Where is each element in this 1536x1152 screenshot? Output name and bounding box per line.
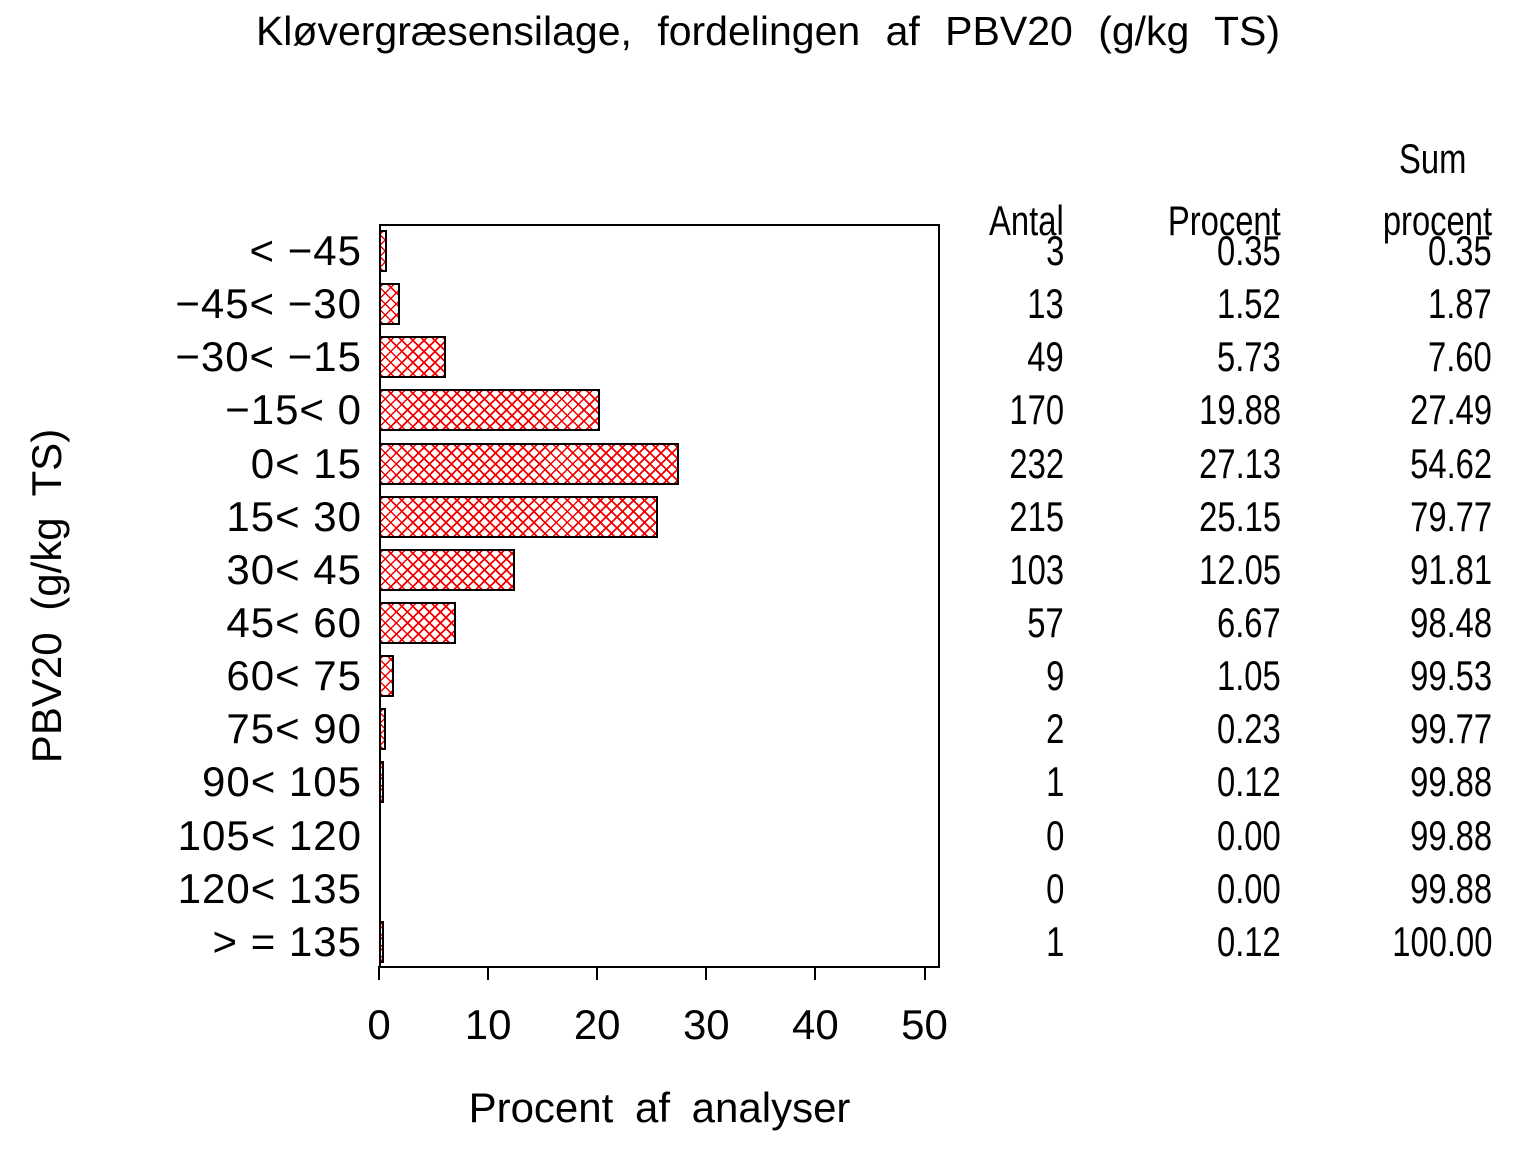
cell-sum-procent: 98.48	[1410, 599, 1492, 646]
bar	[379, 708, 386, 751]
cell-antal: 0	[1045, 864, 1064, 912]
cell-antal: 103	[1009, 545, 1064, 593]
cell-antal: 1	[1045, 758, 1064, 806]
category-label: 45< 60	[226, 599, 362, 646]
bar	[379, 655, 394, 698]
plot-area	[379, 224, 940, 968]
bar	[379, 389, 600, 432]
category-label: < −45	[249, 227, 362, 274]
cell-procent: 6.67	[1217, 599, 1281, 646]
cell-antal: 9	[1045, 652, 1064, 700]
cell-procent: 0.23	[1217, 705, 1281, 753]
cell-procent: 0.35	[1217, 227, 1281, 274]
category-label: −45< −30	[175, 280, 362, 328]
x-tick-label: 50	[901, 1001, 948, 1048]
bar	[379, 283, 400, 326]
x-tick-mark	[487, 966, 490, 980]
category-label: 120< 135	[177, 864, 362, 912]
category-label: 30< 45	[226, 545, 362, 593]
bar	[379, 442, 679, 485]
cell-sum-procent: 54.62	[1410, 439, 1492, 487]
x-tick-mark	[923, 966, 926, 980]
category-label: 0< 15	[250, 439, 362, 487]
cell-procent: 19.88	[1199, 386, 1281, 434]
cell-sum-procent: 99.53	[1410, 652, 1492, 700]
column-header-antal: Antal	[989, 197, 1064, 244]
cell-sum-procent: 91.81	[1410, 545, 1492, 593]
chart-title: Kløvergræsensilage, fordelingen af PBV20…	[255, 8, 1281, 54]
bar	[379, 336, 446, 379]
x-tick-label: 20	[573, 1001, 621, 1048]
category-label: 105< 120	[177, 811, 362, 859]
cell-sum-procent: 99.77	[1410, 705, 1492, 753]
bar	[379, 920, 384, 963]
cell-procent: 5.73	[1217, 333, 1281, 381]
cell-procent: 1.52	[1217, 280, 1281, 328]
x-tick-label: 40	[792, 1001, 839, 1048]
category-label: 75< 90	[226, 705, 362, 753]
bar	[379, 761, 384, 804]
category-label: 15< 30	[226, 492, 362, 540]
x-tick-label: 0	[367, 1001, 391, 1048]
column-header-sum-line2: procent	[1382, 197, 1492, 244]
cell-antal: 49	[1027, 333, 1064, 381]
category-label: −30< −15	[175, 333, 362, 381]
cell-antal: 1	[1045, 917, 1064, 965]
x-tick-mark	[705, 966, 708, 980]
x-tick-mark	[814, 966, 817, 980]
cell-antal: 0	[1045, 811, 1064, 859]
category-label: > = 135	[212, 917, 362, 965]
cell-sum-procent: 1.87	[1428, 280, 1492, 328]
cell-procent: 12.05	[1199, 545, 1281, 593]
cell-antal: 215	[1009, 492, 1064, 540]
cell-antal: 170	[1009, 386, 1064, 434]
category-label: 90< 105	[202, 758, 362, 806]
cell-sum-procent: 0.35	[1428, 227, 1492, 274]
column-header-sum-line1: Sum	[1398, 135, 1466, 182]
cell-sum-procent: 7.60	[1428, 333, 1492, 381]
cell-antal: 57	[1027, 599, 1064, 646]
cell-procent: 25.15	[1199, 492, 1281, 540]
category-label: −15< 0	[225, 386, 362, 434]
bar	[379, 548, 515, 591]
cell-antal: 13	[1027, 280, 1064, 328]
cell-sum-procent: 79.77	[1410, 492, 1492, 540]
bar	[379, 602, 456, 644]
cell-procent: 0.00	[1217, 811, 1281, 859]
x-tick-label: 30	[682, 1001, 730, 1048]
cell-procent: 0.12	[1217, 917, 1281, 965]
cell-antal: 2	[1045, 705, 1064, 753]
cell-procent: 0.12	[1217, 758, 1281, 806]
x-tick-label: 10	[464, 1001, 512, 1048]
cell-sum-procent: 99.88	[1410, 811, 1492, 859]
cell-procent: 1.05	[1217, 652, 1281, 700]
bar	[379, 230, 387, 272]
x-axis-title: Procent af analyser	[468, 1084, 851, 1131]
bar	[379, 495, 658, 538]
category-label: 60< 75	[226, 652, 362, 700]
cell-sum-procent: 99.88	[1410, 758, 1492, 806]
column-header-procent: Procent	[1168, 197, 1281, 244]
cell-procent: 0.00	[1217, 864, 1281, 912]
cell-sum-procent: 27.49	[1410, 386, 1492, 434]
cell-antal: 232	[1009, 439, 1064, 487]
cell-sum-procent: 99.88	[1410, 864, 1492, 912]
x-tick-mark	[596, 966, 599, 980]
x-tick-mark	[378, 966, 380, 980]
cell-procent: 27.13	[1199, 439, 1281, 487]
cell-sum-procent: 100.00	[1391, 917, 1492, 965]
cell-antal: 3	[1045, 227, 1064, 274]
